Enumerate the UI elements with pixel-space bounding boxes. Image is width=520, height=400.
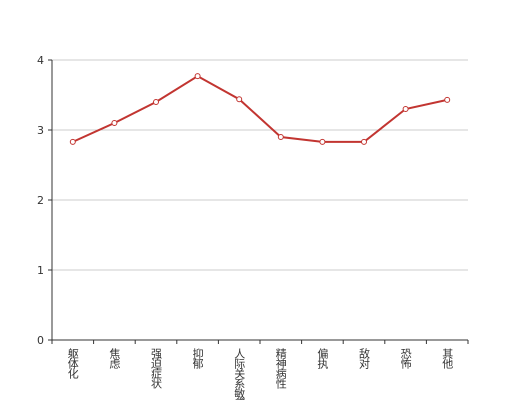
y-tick-label: 1 — [37, 264, 44, 277]
point — [444, 96, 451, 103]
point — [402, 106, 409, 112]
point — [361, 138, 367, 145]
x-tick-label: 抑郁 — [191, 347, 204, 369]
point — [277, 134, 284, 140]
point — [236, 96, 243, 103]
point — [319, 138, 326, 145]
line — [72, 74, 448, 143]
x-tick-label: 精神病性 — [274, 348, 287, 390]
point — [194, 73, 201, 80]
point — [153, 99, 159, 105]
x-tick-label: 敌对 — [358, 347, 371, 369]
y-tick-label: 3 — [37, 124, 44, 137]
point — [69, 138, 76, 145]
y-tick-label: 4 — [37, 54, 44, 67]
x-tick-label: 其他 — [441, 348, 454, 369]
x-tick-label: 人际关系敏感 — [233, 348, 246, 400]
x-tick-label: 强迫症状 — [150, 348, 163, 389]
x-tick-label: 恐怖 — [399, 348, 412, 369]
x-tick-label: 躯体化 — [66, 348, 79, 380]
x-tick-label: 偏执 — [316, 347, 329, 370]
x-tick-label: 焦虑 — [108, 348, 121, 369]
y-tick-label: 0 — [37, 334, 44, 347]
y-tick-label: 2 — [37, 194, 44, 207]
point — [111, 120, 118, 126]
